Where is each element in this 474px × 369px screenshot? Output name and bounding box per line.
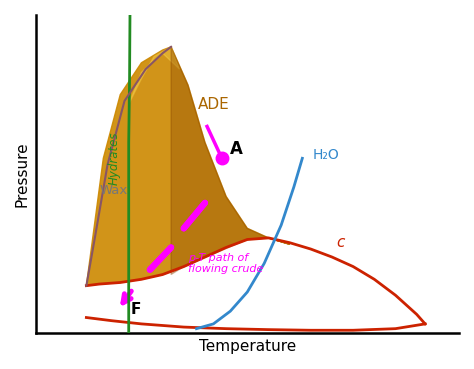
X-axis label: Temperature: Temperature <box>199 339 296 354</box>
Text: c: c <box>336 235 345 250</box>
Polygon shape <box>86 47 290 286</box>
Text: p-T path of
flowing crude: p-T path of flowing crude <box>188 253 264 274</box>
Text: H₂O: H₂O <box>313 148 340 162</box>
Y-axis label: Pressure: Pressure <box>15 141 30 207</box>
Text: ADE: ADE <box>198 97 229 112</box>
Text: A: A <box>230 139 243 158</box>
Text: Hydrates: Hydrates <box>108 132 120 185</box>
Text: F: F <box>131 302 141 317</box>
Polygon shape <box>129 47 180 104</box>
Polygon shape <box>171 47 290 275</box>
Text: Wax: Wax <box>100 184 128 197</box>
